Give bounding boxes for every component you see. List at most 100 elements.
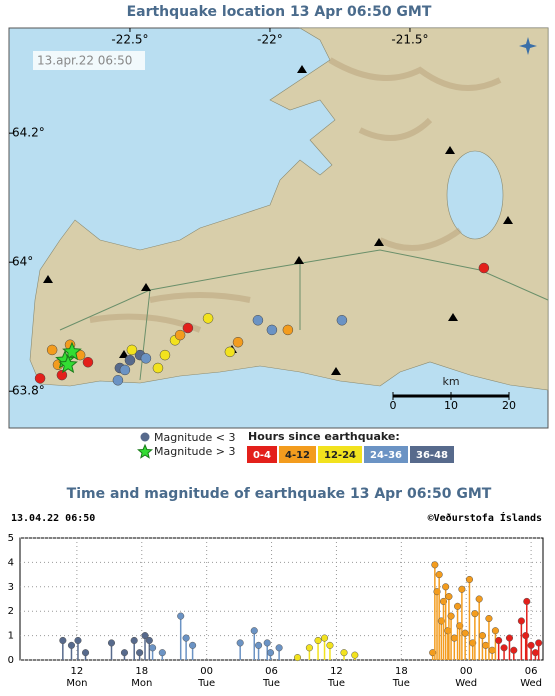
stem-dot: [305, 644, 313, 652]
quake: [182, 322, 194, 334]
quake: [34, 373, 46, 384]
stem-dot: [67, 641, 76, 649]
stem-dot: [81, 649, 90, 657]
lon-label: -22.5°: [111, 33, 148, 47]
stem-dot: [458, 585, 466, 593]
quake: [46, 344, 58, 356]
x-tick-label: 00: [460, 666, 473, 677]
stem-dot: [447, 612, 455, 620]
quake: [112, 375, 124, 386]
stem-dot: [517, 617, 525, 625]
stem-dot: [141, 632, 149, 640]
x-tick-label: 18: [135, 666, 148, 677]
quake: [159, 349, 171, 361]
y-tick-label: 4: [8, 557, 14, 568]
stem-dot: [177, 612, 185, 620]
stem-dot: [482, 641, 490, 649]
lake: [446, 150, 504, 240]
quake: [232, 336, 244, 348]
scale-unit: km: [442, 375, 459, 388]
legend-circle: [140, 432, 150, 442]
chart-title: Time and magnitude of earthquake 13 Apr …: [67, 486, 492, 502]
quake: [140, 353, 152, 364]
stem-dot: [485, 614, 493, 623]
quake: [336, 315, 348, 326]
stem-dot: [340, 649, 348, 657]
quake: [126, 344, 138, 356]
stem-dot: [250, 627, 258, 635]
stem-dot: [435, 571, 443, 579]
stem-dot: [59, 636, 67, 645]
y-tick-label: 0: [8, 655, 14, 666]
stem-dot: [491, 627, 499, 635]
stem-dot: [445, 593, 453, 601]
x-tick-day: Mon: [66, 678, 87, 689]
stem-dot: [130, 636, 138, 645]
stem-dot: [495, 636, 503, 645]
stem-dot: [475, 595, 483, 603]
stem-dot: [136, 649, 144, 657]
x-tick-day: Wed: [455, 678, 477, 689]
quake: [119, 364, 131, 376]
credit: ©Veðurstofa Íslands: [428, 511, 542, 524]
y-tick-label: 3: [8, 582, 14, 593]
hills: [89, 57, 502, 333]
timestamp-box: [33, 51, 145, 70]
x-tick-day: Tue: [327, 678, 345, 689]
quake: [82, 356, 94, 368]
stem-dot: [505, 634, 514, 642]
stem-dot: [189, 641, 197, 649]
stem-dot: [158, 649, 166, 657]
stem-dot: [182, 634, 190, 642]
stem-dot: [522, 632, 530, 640]
lat-label: 63.8°: [12, 384, 45, 398]
legend-star: [137, 443, 153, 459]
stem-dot: [320, 634, 329, 642]
quake: [282, 324, 294, 336]
x-tick-label: 12: [330, 666, 343, 677]
quake: [124, 355, 136, 366]
legend-swatch: [247, 446, 277, 463]
quake: [224, 346, 236, 358]
stem-dot: [74, 636, 82, 645]
stem-dot: [236, 639, 244, 647]
legend-swatch: [279, 446, 316, 463]
x-tick-label: 06: [525, 666, 538, 677]
stem-dot: [444, 627, 452, 635]
quake: [174, 329, 186, 341]
scale-label: 10: [444, 399, 458, 412]
lon-label: -21.5°: [391, 33, 428, 47]
scale-label: 20: [502, 399, 516, 412]
stem-dot: [263, 639, 271, 647]
scale-label: 0: [390, 399, 397, 412]
legend-label: 24-36: [370, 450, 402, 461]
stem-dot: [255, 641, 263, 649]
legend-swatch: [318, 446, 362, 463]
y-tick-label: 5: [8, 533, 14, 544]
stem-dot: [149, 644, 157, 652]
plot: 01234512Mon18Mon00Tue06Tue12Tue18Tue00We…: [8, 533, 543, 689]
legend-label: 36-48: [416, 450, 448, 461]
quake: [478, 262, 490, 274]
stem-dot: [293, 654, 302, 662]
stem-dot: [465, 575, 474, 584]
scale-bar: 0 10 20: [390, 392, 516, 412]
x-tick-label: 06: [265, 666, 278, 677]
legend-label: 12-24: [324, 450, 356, 461]
legend-hours-title: Hours since earthquake:: [248, 430, 400, 443]
stem-dot: [454, 602, 462, 610]
stem-dot: [510, 646, 518, 654]
map-title: Earthquake location 13 Apr 06:50 GMT: [127, 4, 432, 20]
stem-dot: [450, 634, 458, 642]
quake: [152, 362, 164, 374]
roads: [59, 249, 549, 381]
hours-legend: 0-4 4-12 12-24 24-36 36-48: [247, 446, 454, 463]
map-timestamp: 13.apr.22 06:50: [37, 54, 132, 68]
y-tick-label: 2: [8, 606, 14, 617]
quake-star: [62, 341, 82, 361]
legend-large: Magnitude > 3: [154, 445, 236, 458]
stem-dot: [461, 629, 469, 637]
lat-label: 64°: [12, 255, 33, 269]
stem-dot: [500, 644, 508, 652]
